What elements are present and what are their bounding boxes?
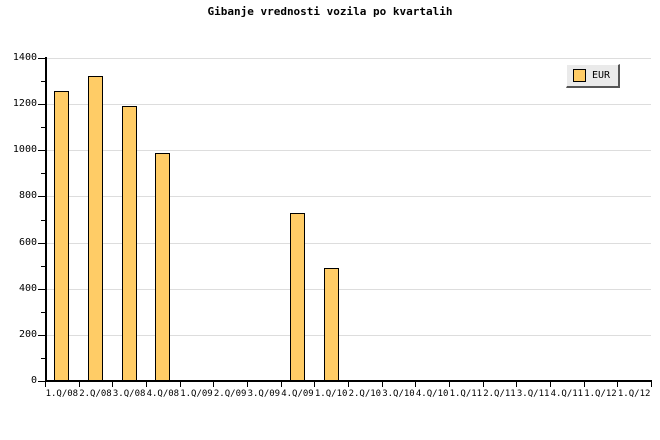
bar xyxy=(121,106,137,381)
x-axis-tick xyxy=(179,382,181,387)
x-axis-label: 3.Q/10 xyxy=(382,389,415,399)
x-axis-tick xyxy=(314,382,316,387)
y-axis-tick xyxy=(38,334,45,336)
gridline xyxy=(45,288,651,290)
y-axis-minor-tick xyxy=(41,311,45,313)
bar xyxy=(88,76,103,381)
x-axis-label: 3.Q/09 xyxy=(247,389,281,399)
x-axis-tick xyxy=(348,382,349,387)
x-axis-tick xyxy=(449,382,450,387)
y-axis-label: 800 xyxy=(18,190,37,202)
x-axis-label: 2.Q/08 xyxy=(79,389,112,399)
gridline xyxy=(45,150,651,152)
y-axis-minor-tick xyxy=(41,265,45,267)
x-axis-label: 4.Q/10 xyxy=(415,389,449,399)
x-axis-tick xyxy=(583,382,585,387)
y-axis-label: 1200 xyxy=(12,98,37,110)
y-axis-label: 0 xyxy=(30,375,37,386)
bar xyxy=(155,152,171,381)
x-axis-label: 3.Q/08 xyxy=(112,389,146,399)
x-axis-tick xyxy=(550,382,551,387)
y-axis-label: 1000 xyxy=(12,144,37,156)
gridline xyxy=(45,334,651,336)
y-axis-tick xyxy=(38,196,45,198)
x-axis-tick xyxy=(617,382,619,387)
y-axis-label: 1400 xyxy=(12,52,37,63)
x-axis-label: 1.Q/12 xyxy=(584,389,617,399)
bar xyxy=(54,91,70,381)
y-axis-minor-tick xyxy=(41,127,45,129)
y-axis-minor-tick xyxy=(41,357,45,359)
x-axis-tick xyxy=(280,382,282,387)
y-axis-line xyxy=(45,57,47,382)
x-axis-tick xyxy=(415,382,417,387)
y-axis-label: 600 xyxy=(18,236,37,248)
x-axis-tick xyxy=(381,382,383,387)
x-axis-tick xyxy=(78,382,80,387)
y-axis-tick xyxy=(38,58,45,59)
x-axis-tick xyxy=(146,382,147,387)
x-axis-tick xyxy=(45,382,46,387)
y-axis-minor-tick xyxy=(41,219,45,221)
legend: EUR xyxy=(566,64,621,88)
x-axis-tick xyxy=(516,382,518,387)
x-axis-label: 2.Q/09 xyxy=(213,389,247,399)
y-axis-tick xyxy=(38,104,45,106)
gridline xyxy=(45,196,651,198)
x-axis-label: 1.Q/09 xyxy=(180,389,213,399)
x-axis-tick xyxy=(112,382,114,387)
x-axis-label: 1.Q/11 xyxy=(449,389,483,399)
y-axis-tick xyxy=(38,381,45,382)
x-axis-label: 4.Q/08 xyxy=(146,389,180,399)
bar xyxy=(323,267,339,381)
y-axis-minor-tick xyxy=(41,81,45,83)
y-axis-tick xyxy=(38,150,45,152)
x-axis-label: 1.Q/12 xyxy=(617,389,651,399)
x-axis-label: 4.Q/09 xyxy=(281,389,314,399)
x-axis-label: 2.Q/10 xyxy=(348,389,382,399)
x-axis-label: 2.Q/11 xyxy=(483,389,516,399)
legend-swatch-eur xyxy=(573,69,586,82)
y-axis-tick xyxy=(38,242,45,244)
y-axis-minor-tick xyxy=(41,173,45,175)
x-axis-tick xyxy=(213,382,215,387)
x-axis-label: 1.Q/08 xyxy=(45,389,79,399)
x-axis-label: 3.Q/11 xyxy=(516,389,550,399)
x-axis-label: 4.Q/11 xyxy=(550,389,584,399)
gridline xyxy=(45,104,651,106)
plot-area xyxy=(45,58,651,381)
chart-title: Gibanje vrednosti vozila po kvartalih xyxy=(207,5,453,18)
x-axis-tick xyxy=(651,382,652,387)
x-axis-line xyxy=(45,380,652,382)
bar xyxy=(290,213,305,381)
x-axis-tick xyxy=(482,382,484,387)
y-axis-tick xyxy=(38,288,45,290)
x-axis-tick xyxy=(247,382,248,387)
gridline xyxy=(45,58,651,59)
y-axis-label: 200 xyxy=(18,328,37,340)
x-axis-label: 1.Q/10 xyxy=(314,389,348,399)
legend-label-eur: EUR xyxy=(592,70,611,81)
y-axis-label: 400 xyxy=(18,282,37,294)
gridline xyxy=(45,242,651,244)
